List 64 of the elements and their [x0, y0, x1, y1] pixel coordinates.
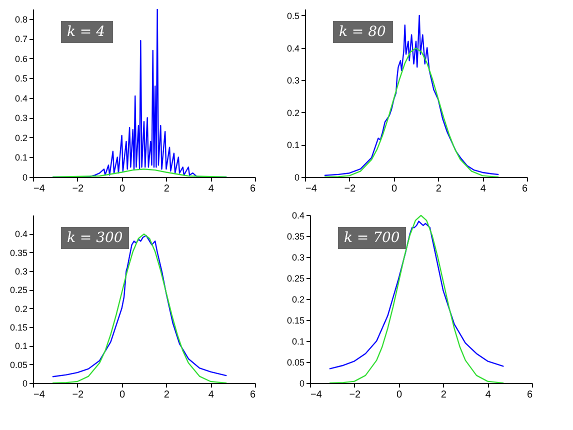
x-tick-label: 4: [208, 390, 214, 400]
x-tick-label: 6: [250, 390, 256, 400]
y-tick-label: 0.2: [14, 132, 28, 143]
y-tick-label: 0.3: [14, 113, 28, 124]
y-tick-label: 0: [22, 172, 28, 182]
y-tick-label: 0.25: [286, 274, 304, 284]
x-tick-label: −4: [306, 184, 318, 194]
line-series: [52, 168, 227, 177]
y-tick-label: 0.35: [10, 248, 28, 258]
y-tick-label: 0.4: [14, 229, 28, 240]
x-tick-label: 2: [436, 184, 442, 194]
y-tick-label: 0.25: [10, 285, 28, 296]
line-series: [324, 14, 499, 176]
x-tick-label: −2: [72, 184, 84, 194]
x-tick-label: −2: [344, 184, 356, 194]
y-tick-label: 0.6: [14, 54, 28, 64]
y-tick-label: 0.4: [286, 43, 300, 54]
x-tick-label: 6: [526, 390, 533, 400]
x-tick-label: 4: [480, 184, 486, 194]
x-tick-label: 2: [164, 184, 170, 194]
y-tick-label: 0.3: [286, 76, 300, 86]
y-tick-label: 0.4: [292, 210, 304, 220]
y-tick-label: 0.35: [286, 232, 304, 242]
y-tick-label: 0.3: [292, 252, 304, 262]
x-tick-label: 6: [522, 184, 528, 194]
y-tick-label: 0.05: [10, 360, 28, 370]
y-tick-label: 0.15: [10, 322, 28, 332]
x-tick-label: 2: [164, 390, 170, 400]
y-tick-label: 0.7: [14, 34, 28, 44]
y-tick-label: 0.1: [292, 336, 304, 346]
y-tick-label: 0.2: [292, 294, 304, 304]
y-tick-label: 0.15: [286, 316, 304, 326]
y-tick-label: 0: [299, 378, 304, 388]
annotation: k = 80: [339, 24, 386, 40]
x-tick-label: 0: [120, 184, 126, 194]
y-tick-label: 0.1: [286, 140, 300, 150]
y-tick-label: 0.2: [14, 304, 28, 314]
x-tick-label: 0: [392, 184, 398, 194]
x-tick-label: 0: [120, 390, 126, 400]
x-tick-label: −2: [349, 390, 362, 400]
x-tick-label: 0: [396, 390, 403, 400]
x-tick-label: −4: [34, 390, 46, 400]
y-tick-label: 0.8: [14, 14, 28, 24]
x-tick-label: −4: [310, 390, 322, 400]
y-tick-label: 0.5: [14, 74, 28, 84]
x-tick-label: −2: [72, 390, 84, 400]
x-tick-label: 4: [485, 390, 492, 400]
x-tick-label: 6: [250, 184, 256, 194]
line-series: [324, 47, 499, 177]
annotation: k = 4: [67, 24, 106, 40]
x-tick-label: 2: [440, 390, 447, 400]
x-tick-label: 4: [208, 184, 214, 194]
y-tick-label: 0.3: [14, 266, 28, 276]
annotation: k = 700: [344, 230, 400, 246]
y-tick-label: 0.2: [286, 108, 300, 118]
y-tick-label: 0.1: [14, 152, 28, 163]
y-tick-label: 0.1: [14, 341, 28, 352]
y-tick-label: 0.5: [286, 10, 300, 21]
annotation: k = 300: [67, 230, 123, 246]
x-tick-label: −4: [34, 184, 46, 194]
y-tick-label: 0.05: [286, 358, 304, 368]
y-tick-label: 0: [294, 172, 300, 182]
y-tick-label: 0.4: [14, 93, 28, 104]
y-tick-label: 0: [22, 378, 28, 388]
